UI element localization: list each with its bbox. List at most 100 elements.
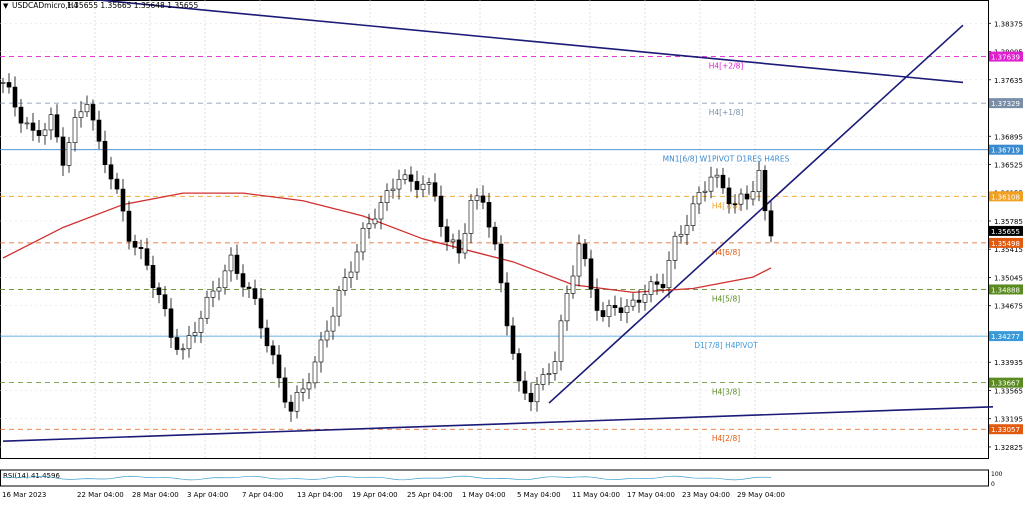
level-label: H4[2/8] (712, 434, 740, 443)
price-label-text: 1.35498 (991, 240, 1020, 248)
price-label-text: 1.37639 (991, 54, 1020, 62)
candle-body (696, 192, 702, 205)
candle-body (558, 320, 564, 362)
candle-body (330, 315, 336, 332)
candle-body (150, 265, 156, 289)
candle-body (138, 247, 144, 249)
price-tick-label: 1.35045 (994, 274, 1023, 282)
candle-body (552, 361, 558, 374)
candle-body (624, 305, 630, 313)
candle-body (630, 299, 636, 307)
ohlc-readout: 1.35655 1.35665 1.35648 1.35655 (67, 1, 198, 10)
candle-body (606, 305, 612, 317)
candle-body (408, 174, 414, 182)
candle-body (456, 239, 462, 254)
candle-body (84, 104, 90, 113)
price-tick-label: 1.33565 (994, 387, 1023, 395)
candle-body (618, 307, 624, 313)
candle-body (12, 86, 18, 108)
level-label: H4[3/8] (712, 388, 740, 397)
candle-body (426, 182, 432, 185)
candle-body (564, 293, 570, 322)
time-label: 19 Apr 04:00 (352, 491, 398, 499)
price-label-text: 1.35655 (991, 228, 1020, 236)
candle-body (132, 241, 138, 248)
price-label-box (989, 424, 1023, 435)
candle-body (738, 193, 744, 205)
candle-body (72, 117, 78, 143)
candle-body (48, 114, 54, 131)
candle-body (234, 254, 240, 274)
price-label-box (989, 191, 1023, 202)
candle-body (198, 317, 204, 333)
candle-body (96, 119, 102, 142)
candle-body (126, 210, 132, 242)
candle-body (192, 332, 198, 336)
candle-body (54, 114, 60, 138)
candle-body (582, 243, 588, 260)
trendlines (2, 0, 994, 443)
grid (0, 0, 989, 487)
price-label-text: 1.33667 (991, 380, 1020, 388)
time-label: 25 Apr 04:00 (407, 491, 453, 499)
candle-body (654, 281, 660, 285)
candle-body (714, 174, 720, 178)
candle-body (102, 140, 108, 166)
candle-body (528, 392, 534, 403)
candle-body (66, 142, 72, 166)
candle-body (594, 288, 600, 311)
price-tick-label: 1.33935 (994, 359, 1023, 367)
candle-body (498, 243, 504, 284)
candle-body (750, 191, 756, 200)
level-lines: H4[+2/8] H4[+1/8] MN1[6/8] W1PIVOT D1RES H… (0, 56, 988, 443)
candle-body (660, 284, 666, 289)
candle-body (720, 174, 726, 189)
time-label: 13 Apr 04:00 (297, 491, 343, 499)
time-label: 17 May 04:00 (627, 491, 675, 499)
candle-body (684, 225, 690, 235)
candle-body (462, 233, 468, 254)
level-label: H4[7/8] (712, 201, 740, 210)
candle-body (372, 218, 378, 225)
candle-body (222, 270, 228, 289)
time-label: 16 Mar 2023 (2, 491, 46, 499)
candle-body (60, 136, 66, 166)
candle-body (438, 195, 444, 228)
collapse-arrow-icon[interactable]: ▼ (3, 2, 9, 10)
price-label-box (989, 98, 1023, 109)
candle-body (252, 288, 258, 299)
time-label: 22 Mar 04:00 (77, 491, 124, 499)
price-label-box (989, 144, 1023, 155)
symbol-label: USDCADmicro,H4 (12, 1, 78, 10)
time-axis: 16 Mar 2023 22 Mar 04:00 28 Mar 04:00 3 Apr… (2, 491, 785, 499)
candle-body (288, 401, 294, 412)
level-label: D1[7/8] H4PIVOT (694, 341, 758, 350)
candles (0, 73, 774, 422)
price-label-text: 1.34277 (991, 333, 1020, 341)
candle-body (360, 227, 366, 253)
rsi-panel: RSI(14) 41.4596 100 0 (2, 471, 1003, 488)
candle-body (228, 254, 234, 272)
candle-body (180, 348, 186, 351)
candle-body (468, 200, 474, 234)
candle-body (768, 210, 774, 237)
candle-body (648, 281, 654, 295)
price-tick-label: 1.34675 (994, 303, 1023, 311)
candle-body (534, 384, 540, 403)
trendline (2, 406, 994, 443)
price-label-text: 1.36108 (991, 193, 1020, 201)
candle-body (378, 202, 384, 220)
candle-body (744, 193, 750, 200)
time-label: 7 Apr 04:00 (242, 491, 283, 499)
candle-body (708, 176, 714, 192)
rsi-frame (0, 469, 989, 487)
time-label: 29 May 04:00 (737, 491, 785, 499)
price-tick-label: 1.38375 (994, 20, 1023, 28)
price-label-box (989, 51, 1023, 62)
price-label-text: 1.33057 (991, 426, 1020, 434)
candle-body (318, 339, 324, 363)
candle-body (300, 388, 306, 393)
candle-body (240, 273, 246, 288)
